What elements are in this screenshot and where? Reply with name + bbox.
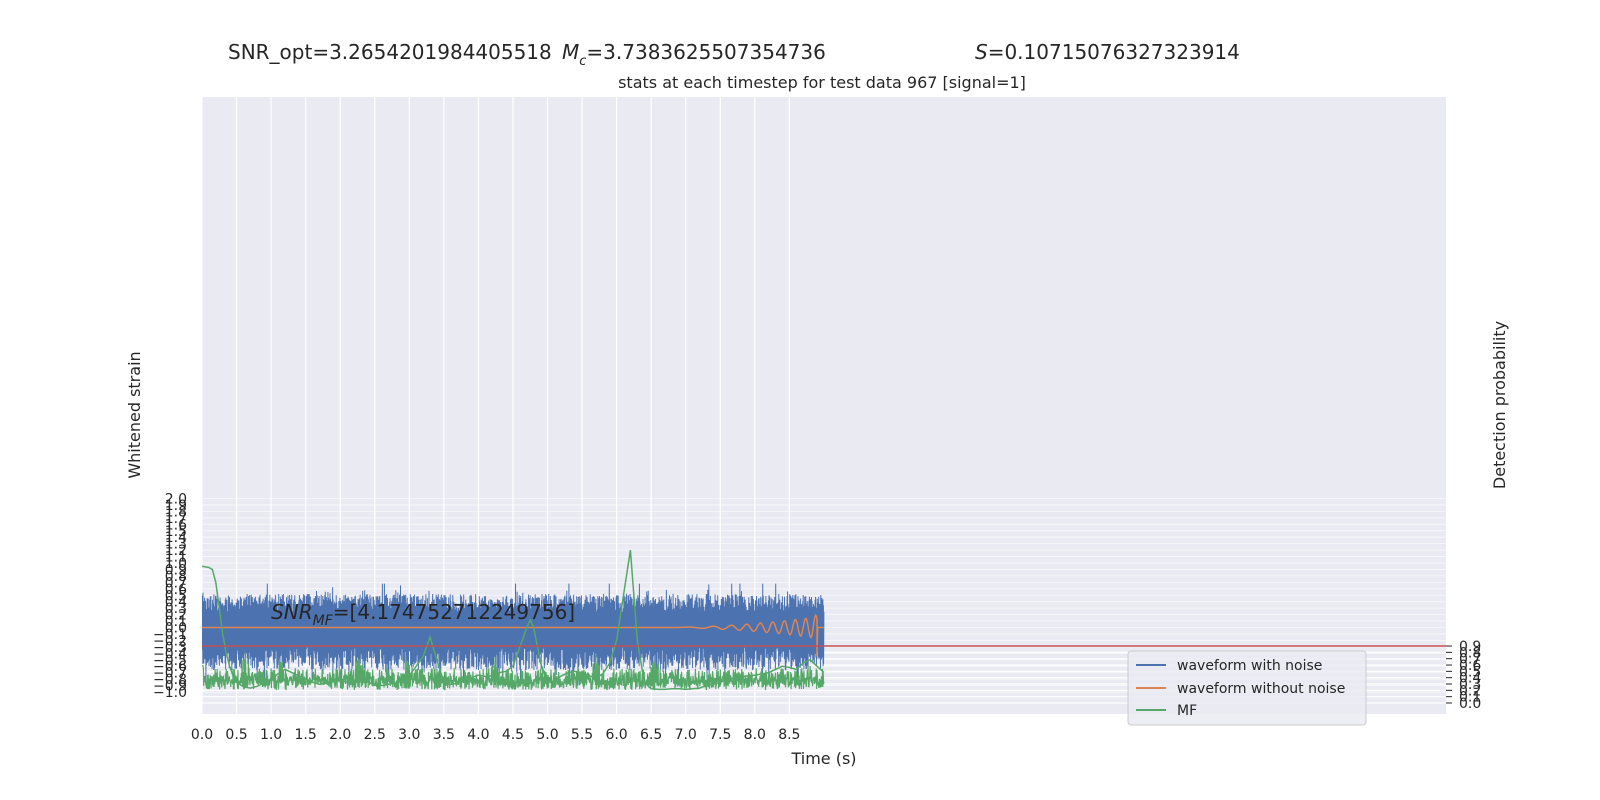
left-y-tick-label: 1.6 <box>165 517 187 533</box>
x-tick-label: 4.5 <box>502 727 524 743</box>
x-tick-label: 6.0 <box>605 727 627 743</box>
legend: waveform with noise waveform without noi… <box>1127 650 1367 726</box>
left-y-tick-label: 1.0 <box>165 556 187 572</box>
right-y-axis-ticks: 0.00.10.20.30.40.50.60.70.80.9 <box>1446 639 1481 712</box>
snr-mf-prefix: SNR <box>271 600 313 624</box>
right-y-tick-label: 0.3 <box>1459 677 1481 693</box>
x-tick-label: 1.5 <box>295 727 317 743</box>
snr-mf-value: =[4.174752712249756] <box>333 600 575 624</box>
legend-label-waveform-without-noise: waveform without noise <box>1177 681 1345 697</box>
left-y-tick-label: 0.8 <box>165 569 187 585</box>
x-tick-label: 2.0 <box>329 727 351 743</box>
left-y-tick-label: 0.4 <box>165 595 187 611</box>
left-y-tick-label: −0.4 <box>153 646 187 662</box>
left-y-tick-label: 0.0 <box>165 621 187 637</box>
left-y-tick-label: −0.9 <box>153 679 187 695</box>
right-y-tick-label: 0.0 <box>1459 696 1481 712</box>
series-waveform-without-noise <box>202 613 824 657</box>
left-y-tick-label: 0.5 <box>165 588 187 604</box>
left-y-tick-label: −0.2 <box>153 633 187 649</box>
left-y-axis-ticks: −1.0−0.9−0.8−0.7−0.6−0.5−0.4−0.3−0.2−0.1… <box>153 492 187 702</box>
right-y-tick-label: 0.4 <box>1459 671 1481 687</box>
legend-label-waveform-with-noise: waveform with noise <box>1177 658 1322 674</box>
s-symbol: S <box>975 40 988 64</box>
legend-box <box>1127 650 1367 726</box>
left-y-tick-label: 2.0 <box>165 492 187 508</box>
x-tick-label: 5.0 <box>536 727 558 743</box>
left-y-tick-label: 1.1 <box>165 550 187 566</box>
right-y-tick-label: 0.6 <box>1459 658 1481 674</box>
left-y-tick-label: 1.3 <box>165 537 187 553</box>
mc-subscript: c <box>579 54 586 69</box>
snr-mf-annotation: SNRMF=[4.174752712249756] <box>271 600 575 629</box>
x-tick-label: 6.5 <box>640 727 662 743</box>
left-y-tick-label: 0.9 <box>165 562 187 578</box>
series-mf <box>202 549 825 691</box>
x-tick-label: 8.0 <box>744 727 766 743</box>
series-waveform-with-noise <box>202 583 825 686</box>
right-y-tick-label: 0.9 <box>1459 639 1481 655</box>
right-y-tick-label: 0.5 <box>1459 664 1481 680</box>
x-tick-label: 4.0 <box>467 727 489 743</box>
right-y-axis-label: Detection probability <box>1490 321 1509 489</box>
left-y-tick-label: −0.8 <box>153 672 187 688</box>
right-y-tick-label: 0.7 <box>1459 652 1481 668</box>
left-y-tick-label: 1.7 <box>165 511 187 527</box>
left-y-tick-label: −1.0 <box>153 685 187 701</box>
x-tick-label: 3.0 <box>398 727 420 743</box>
x-axis-label: Time (s) <box>790 749 856 768</box>
right-y-tick-label: 0.8 <box>1459 645 1481 661</box>
s-value: =0.10715076327323914 <box>988 40 1240 64</box>
mc-symbol: M <box>562 40 579 64</box>
legend-label-mf: MF <box>1177 703 1197 719</box>
x-tick-label: 0.5 <box>225 727 247 743</box>
left-y-tick-label: 1.4 <box>165 530 187 546</box>
left-y-tick-label: 0.3 <box>165 601 187 617</box>
snr-opt-label: SNR_opt=3.2654201984405518 <box>228 40 552 64</box>
left-y-axis-label: Whitened strain <box>125 351 144 478</box>
right-y-tick-label: 0.2 <box>1459 683 1481 699</box>
chart-title: stats at each timestep for test data 967… <box>618 73 1026 92</box>
s-label: S=0.10715076327323914 <box>975 40 1240 64</box>
x-tick-label: 7.5 <box>709 727 731 743</box>
snr-mf-subscript: MF <box>313 613 334 629</box>
left-y-tick-label: 1.5 <box>165 524 187 540</box>
x-axis-ticks: 0.0 0.5 1.0 1.5 2.0 2.5 3.0 3.5 4.0 4.5 5.0 5.5 6.0 6… <box>191 727 801 743</box>
x-tick-label: 5.5 <box>571 727 593 743</box>
left-y-tick-label: −0.5 <box>153 653 187 669</box>
left-y-tick-label: 0.6 <box>165 582 187 598</box>
x-tick-label: 1.0 <box>260 727 282 743</box>
mc-label: Mc=3.7383625507354736 <box>562 40 826 69</box>
left-y-tick-label: −0.1 <box>153 627 187 643</box>
left-y-tick-label: 0.2 <box>165 608 187 624</box>
left-y-tick-label: 1.9 <box>165 498 187 514</box>
x-tick-label: 2.5 <box>364 727 386 743</box>
x-tick-label: 7.0 <box>675 727 697 743</box>
left-y-tick-label: −0.6 <box>153 659 187 675</box>
left-y-tick-label: 0.1 <box>165 614 187 630</box>
left-y-tick-label: 1.2 <box>165 543 187 559</box>
left-y-tick-label: 1.8 <box>165 504 187 520</box>
x-tick-label: 3.5 <box>433 727 455 743</box>
right-y-tick-label: 0.1 <box>1459 690 1481 706</box>
left-y-tick-label: 0.7 <box>165 575 187 591</box>
series-detection-probability <box>202 652 825 691</box>
x-tick-label: 8.5 <box>778 727 800 743</box>
left-y-tick-label: −0.3 <box>153 640 187 656</box>
x-tick-label: 0.0 <box>191 727 213 743</box>
left-y-tick-label: −0.7 <box>153 666 187 682</box>
mc-value: =3.7383625507354736 <box>586 40 825 64</box>
